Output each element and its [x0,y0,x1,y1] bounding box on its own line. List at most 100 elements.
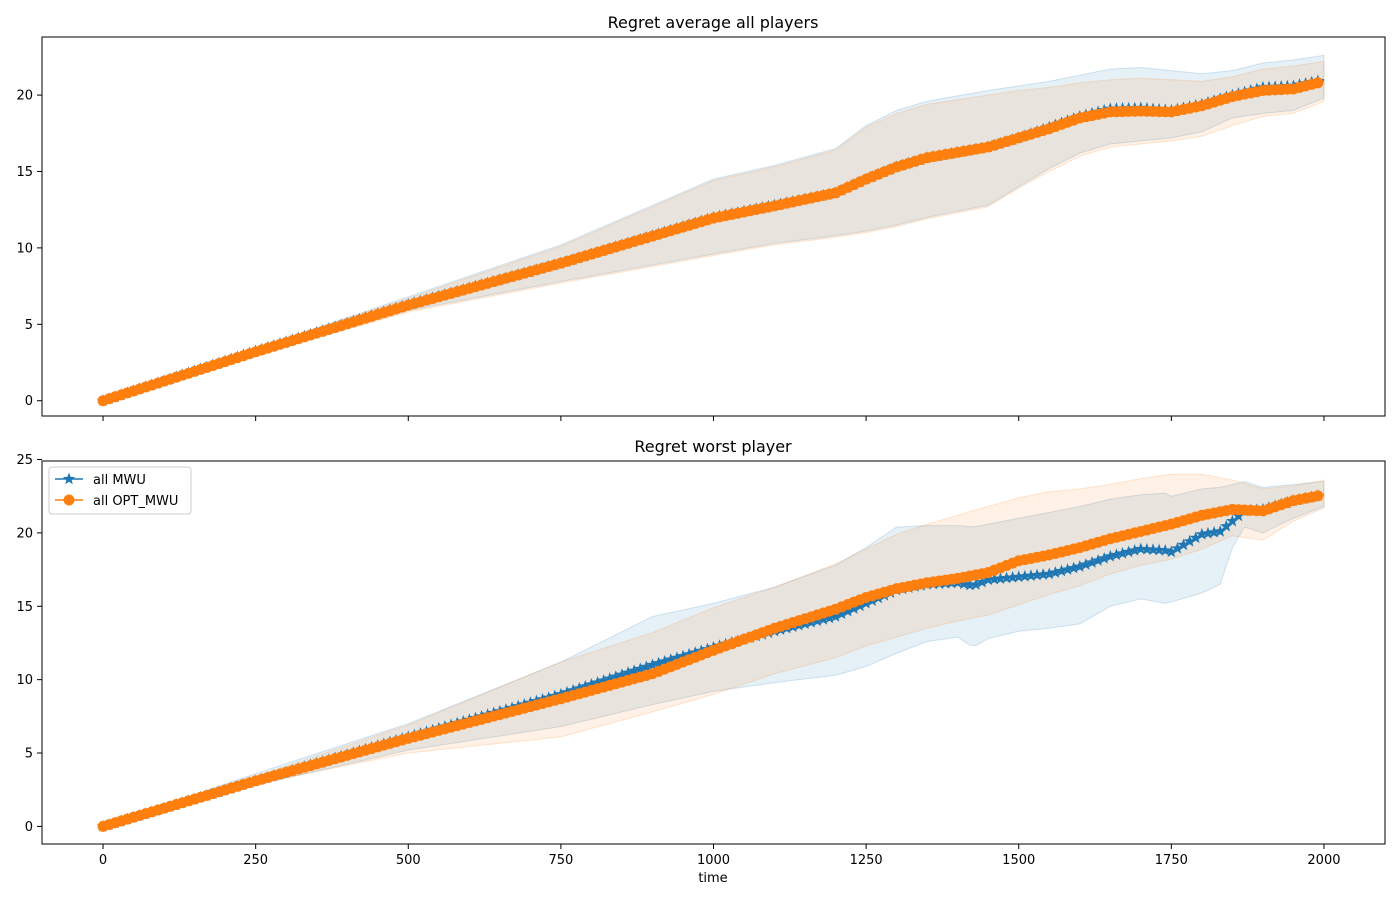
legend-entry-mwu: all MWU [55,472,146,488]
marker-star [676,649,690,662]
marker-star [1006,571,1019,583]
plot-frame-average [41,36,1386,417]
x-axis-label: time [698,871,727,886]
marker-star [853,599,867,612]
y-tick-label: 0 [25,820,33,835]
marker-star [1128,544,1141,556]
plot-frame-worst [41,460,1386,845]
y-tick-label: 5 [25,747,33,762]
marker-star [603,672,616,684]
marker-star [975,575,989,588]
x-tick-label: 250 [243,853,268,868]
chart-title-worst: Regret worst player [634,437,792,456]
marker-star [1043,567,1056,580]
marker-star [1183,534,1196,547]
marker-star [1104,549,1117,562]
marker-star [1110,548,1123,561]
y-tick-label: 15 [16,165,33,180]
marker-star [1085,556,1099,568]
marker-star [1098,551,1111,564]
legend: all MWU all OPT_MWU [48,466,192,515]
marker-star [1000,571,1013,584]
x-tick-label: 750 [548,853,573,868]
legend-box [48,466,192,515]
marker-star [1073,560,1086,572]
y-tick-label: 20 [16,526,33,541]
marker-star [1018,569,1032,582]
x-tick-label: 0 [99,853,107,868]
marker-star [1165,545,1178,558]
legend-entry-opt-mwu: all OPT_MWU [55,494,178,509]
marker-star [1061,563,1074,575]
marker-star [585,678,598,690]
marker-star [1159,544,1172,556]
marker-star [1171,541,1184,554]
marker-star [1116,546,1129,559]
series-markers-opt-mwu [97,490,1324,832]
marker-star [658,654,671,667]
marker-star [615,668,629,681]
marker-star [1207,525,1221,538]
chart-title-average: Regret average all players [608,13,819,32]
marker-star [1024,569,1038,582]
marker-star [1201,526,1215,539]
x-tick-label: 2000 [1307,853,1340,868]
marker-star [1067,561,1080,574]
marker-star [841,604,854,617]
marker-star [682,647,696,660]
marker-star [579,680,592,692]
marker-star [1152,543,1166,556]
x-tick-label: 1250 [850,853,883,868]
marker-star [573,681,586,694]
marker-star [1079,558,1093,570]
marker-star [1220,519,1233,532]
legend-label-mwu: all MWU [93,473,146,488]
marker-star [988,572,1001,585]
y-tick-label: 10 [16,241,33,256]
marker-star [609,670,623,682]
series-markers-opt-mwu [97,77,1324,407]
y-tick-label: 15 [16,600,33,615]
marker-star [957,577,970,590]
y-tick-label: 20 [16,89,33,104]
marker-star [994,572,1007,584]
marker-star [1012,570,1025,583]
marker-star [1122,545,1135,558]
marker-star [1036,568,1050,580]
marker-star [1091,553,1105,566]
marker-star [969,578,983,590]
marker-star [1055,564,1068,577]
marker-star [982,573,995,586]
marker-star [591,676,604,688]
x-tick-label: 500 [396,853,421,868]
x-tick-label: 1750 [1155,853,1188,868]
marker-star [817,612,830,625]
marker-star [1195,527,1209,540]
marker-star [835,607,848,620]
y-tick-label: 0 [25,394,33,409]
x-tick-label: 1500 [1002,853,1035,868]
panel-worst: Regret worst player 0 250 500 750 1000 1250 15… [16,437,1386,886]
marker-star [652,656,665,669]
x-tick-label: 1000 [697,853,730,868]
marker-star [1232,509,1245,522]
marker-star [963,578,977,591]
marker-star [664,653,677,665]
marker-star [627,664,641,677]
marker-star [847,602,861,614]
marker-star [1049,566,1062,578]
marker-star [646,658,659,671]
marker-star [634,662,647,675]
panel-average: Regret average all players 0 5 10 15 20 [16,13,1386,421]
marker-star [621,666,635,679]
marker-star [829,610,842,622]
legend-star-icon [62,472,76,485]
marker-star [823,611,836,624]
marker-star [670,651,684,664]
marker-star [1146,543,1160,556]
marker-star [1030,568,1044,581]
y-tick-label: 10 [16,673,33,688]
marker-star [1177,538,1190,551]
marker-circle [1312,77,1324,89]
